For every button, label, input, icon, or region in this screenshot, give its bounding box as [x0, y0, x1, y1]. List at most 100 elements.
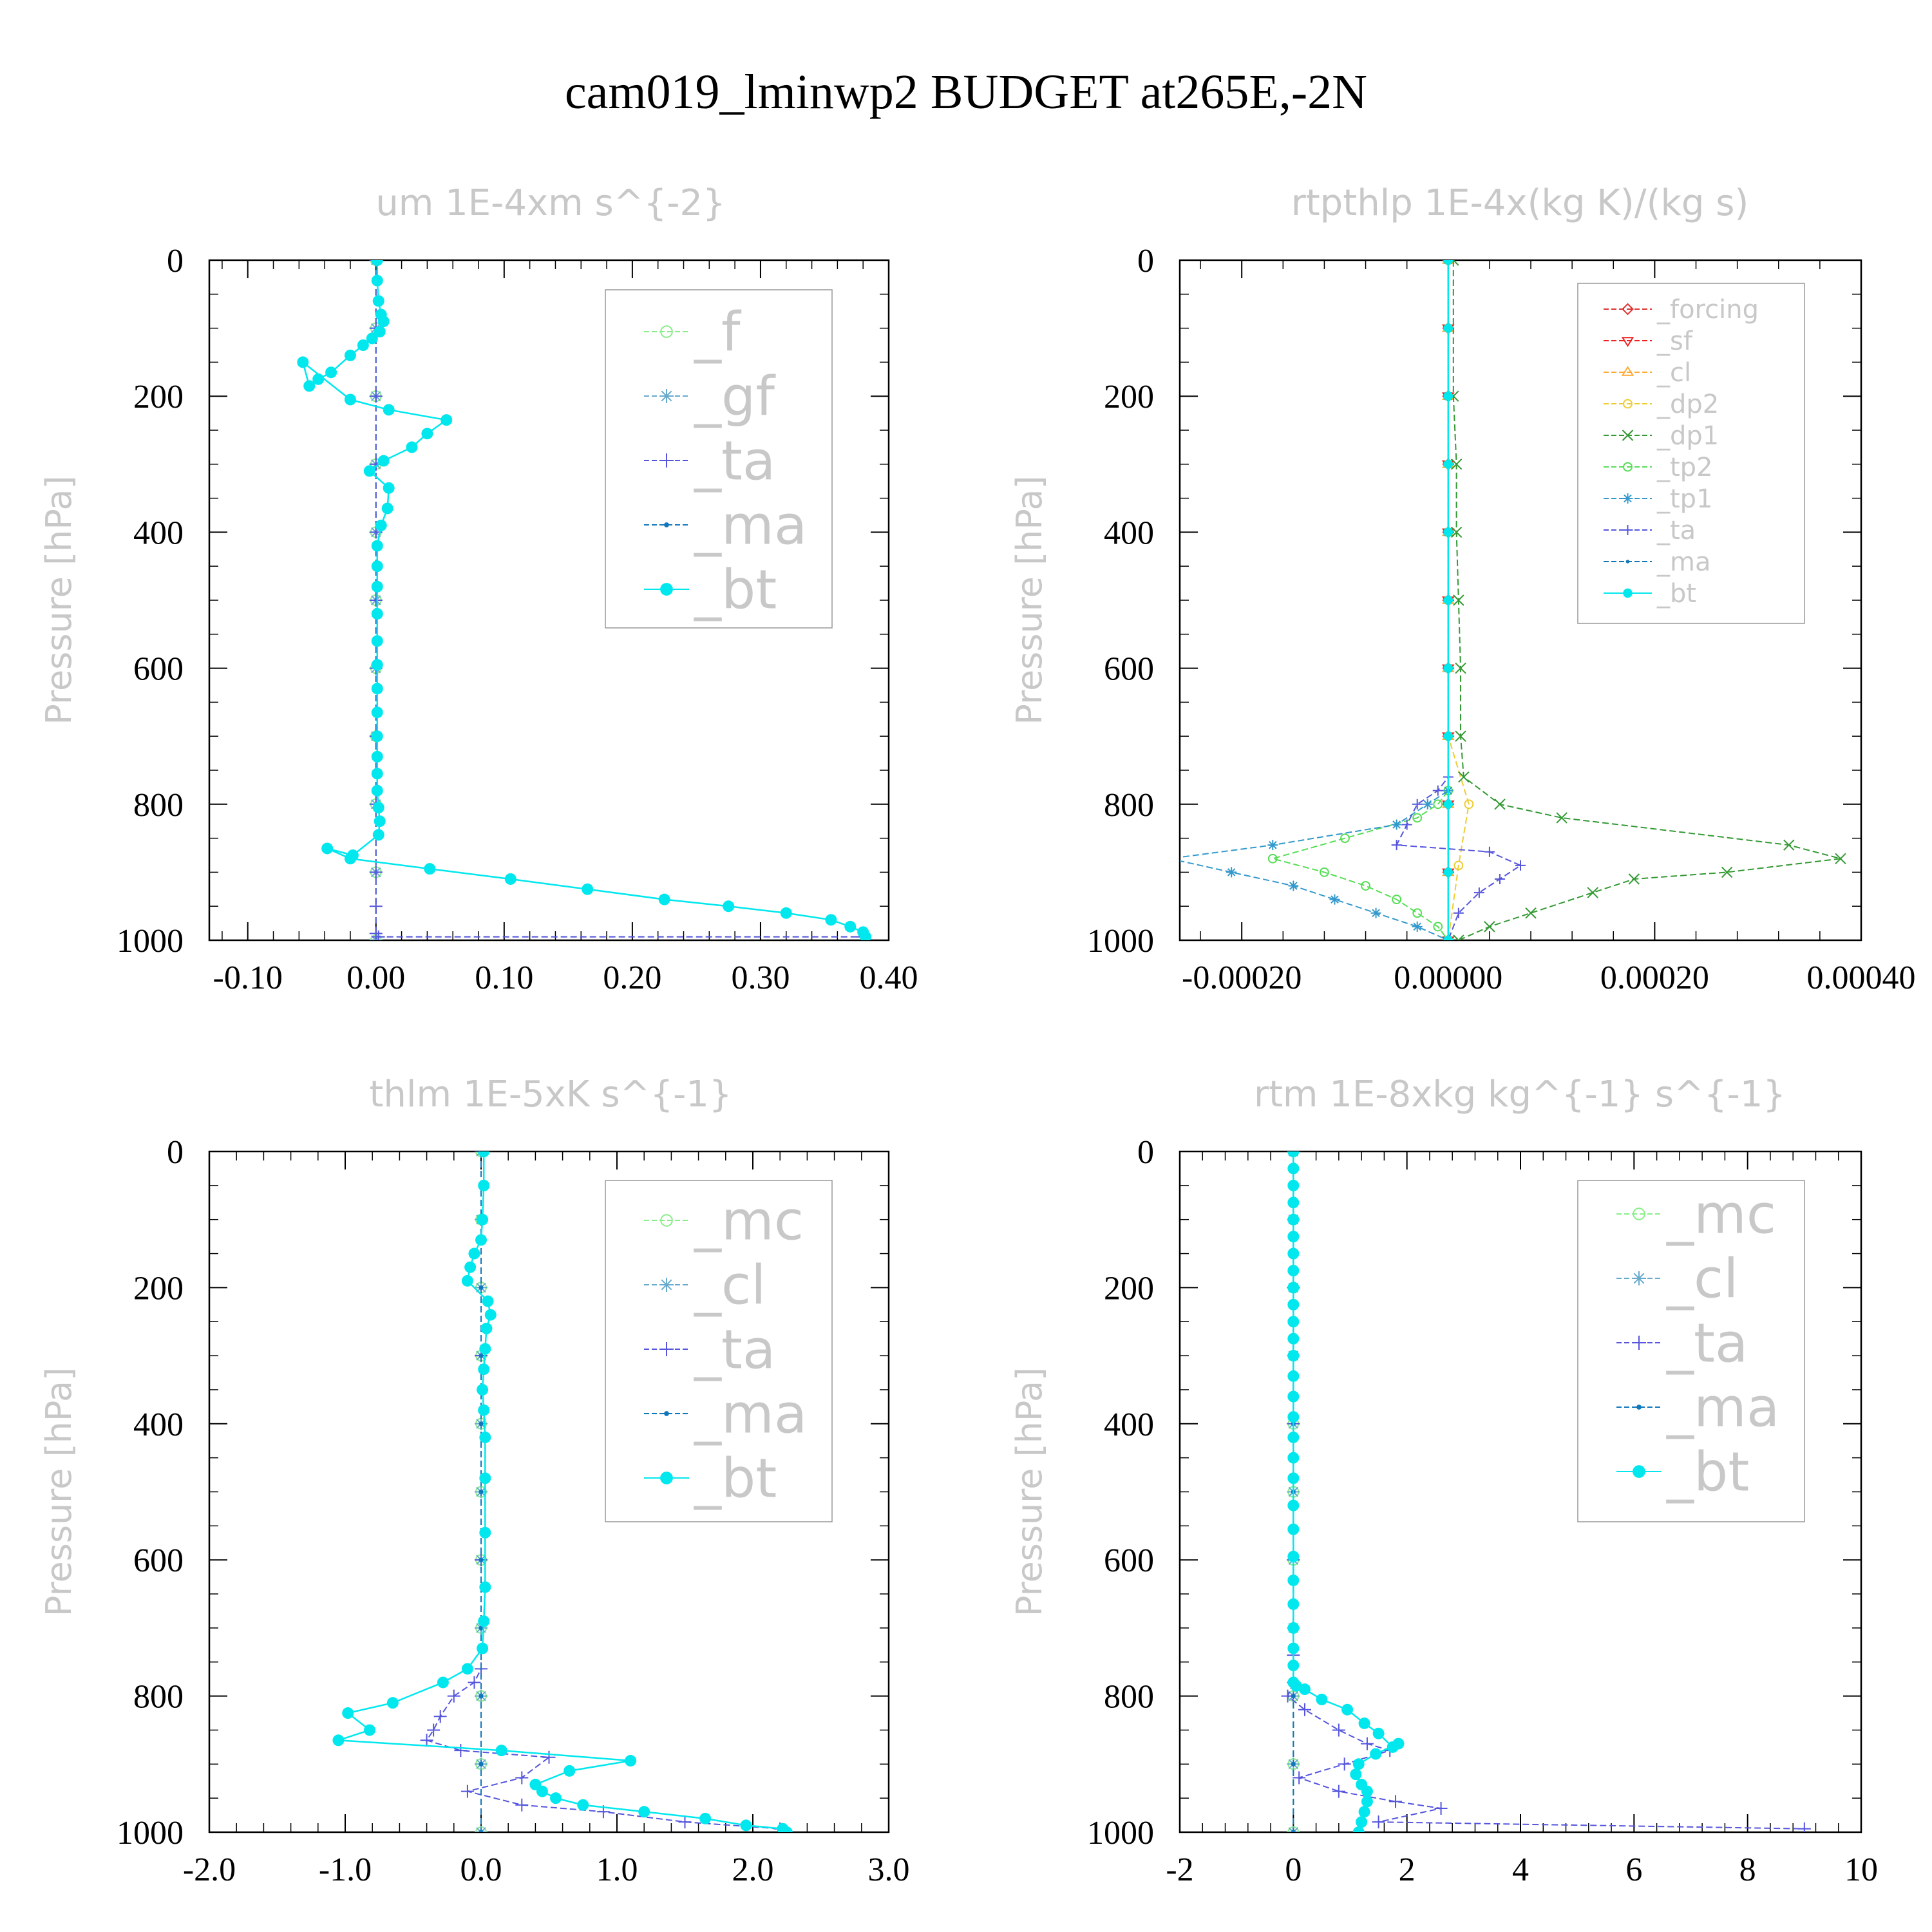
series-point-ma	[478, 1285, 484, 1290]
series-point-bt	[1370, 1748, 1382, 1760]
series-point-bt	[479, 1472, 491, 1484]
series-point-bt	[464, 1261, 477, 1273]
series-point-bt	[424, 863, 436, 875]
y-tick-label: 0	[1137, 243, 1154, 279]
series-point-dp1	[1783, 839, 1795, 851]
series-point-bt	[332, 1734, 345, 1747]
series-point-ta	[420, 1734, 433, 1747]
y-tick-label: 400	[1104, 515, 1154, 551]
legend: _mc_cl_ta_ma_bt	[605, 1180, 833, 1522]
series-point-ta	[369, 594, 383, 607]
series-point-bt	[377, 316, 390, 328]
series-point-bt	[371, 730, 383, 743]
panel-title: rtpthlp 1E-4x(kg K)/(kg s)	[1291, 182, 1749, 224]
series-point-bt	[377, 455, 390, 467]
series-point-bt	[440, 414, 453, 426]
series-point-bt	[371, 659, 383, 671]
series-point-bt	[1287, 1298, 1300, 1311]
series-point-bt	[1287, 1264, 1300, 1276]
series-point-ma	[478, 1830, 484, 1832]
legend: _mc_cl_ta_ma_bt	[1577, 1180, 1805, 1522]
y-tick-label: 0	[167, 243, 184, 279]
series-point-ta	[1293, 1771, 1306, 1785]
legend-marker-tp1	[1622, 493, 1633, 504]
legend-label-dp1: _dp1	[1656, 421, 1719, 451]
series-point-bt	[475, 1234, 487, 1246]
series-point-ta	[542, 1750, 556, 1764]
legend-marker-ma	[1625, 560, 1630, 564]
series-point-bt	[1287, 1282, 1300, 1294]
series-point-bt	[1287, 1499, 1300, 1511]
legend-label-bt: _bt	[694, 558, 777, 621]
series-point-ta	[427, 1723, 440, 1737]
panel-title: um 1E-4xm s^{-2}	[375, 182, 725, 224]
legend-label-cl: _cl	[1666, 1247, 1739, 1310]
series-point-bt	[484, 1309, 497, 1321]
series-point-ma	[478, 1421, 484, 1426]
legend-label-ma: _ma	[1666, 1376, 1779, 1439]
x-tick-label: 3.0	[868, 1852, 910, 1888]
legend-label-ma: _ma	[694, 1382, 807, 1445]
y-tick-label: 200	[1104, 379, 1154, 415]
legend-marker-sf	[1621, 337, 1634, 347]
series-point-ta	[369, 866, 383, 879]
series-group	[332, 1151, 793, 1832]
legend-label-ma: _ma	[1656, 547, 1710, 577]
series-point-bt	[1287, 1197, 1300, 1209]
series-point-bt	[363, 1724, 375, 1736]
series-point-bt	[536, 1785, 548, 1797]
series-point-ta	[1434, 1802, 1448, 1815]
series-point-bt	[371, 540, 383, 552]
legend: _f_gf_ta_ma_bt	[605, 289, 833, 629]
series-point-bt	[312, 373, 325, 385]
x-tick-label: 0.00040	[1807, 960, 1916, 996]
series-point-dp1	[1455, 730, 1466, 742]
series-point-ta	[468, 1676, 481, 1689]
legend-marker-bt	[660, 583, 673, 596]
series-point-bt	[740, 1819, 752, 1832]
series-point-bt	[1443, 527, 1453, 537]
series-point-ma	[478, 1490, 484, 1494]
series-point-tp2	[1320, 867, 1329, 877]
series-point-ta	[460, 1785, 474, 1798]
legend-label-tp1: _tp1	[1656, 484, 1713, 514]
series-point-ma	[478, 1761, 484, 1766]
x-tick-label: 1.0	[596, 1852, 638, 1888]
series-point-bt	[1443, 867, 1453, 877]
series-point-ta	[447, 1689, 460, 1703]
y-tick-label: 600	[1104, 651, 1154, 688]
y-tick-label: 0	[167, 1134, 184, 1171]
series-point-bt	[478, 1151, 490, 1157]
series-point-bt	[406, 441, 418, 453]
series-point-ta	[1360, 1737, 1374, 1750]
series-point-bt	[577, 1799, 589, 1811]
series-point-bt	[371, 750, 383, 762]
series-point-ta	[1298, 1703, 1311, 1716]
series-point-ta	[1332, 1785, 1345, 1798]
series-point-bt	[658, 893, 670, 905]
legend-box	[1577, 1180, 1805, 1522]
legend-label-bt: _bt	[694, 1446, 777, 1510]
y-tick-label: 1000	[1087, 1815, 1154, 1852]
series-point-ma	[478, 1694, 484, 1699]
series-point-bt	[1392, 1738, 1405, 1750]
series-point-bt	[478, 1404, 490, 1416]
legend-box	[605, 1180, 833, 1522]
series-point-bt	[479, 1343, 491, 1355]
series-point-bt	[1287, 1642, 1300, 1654]
series-point-bt	[477, 1213, 489, 1226]
y-tick-label: 1000	[117, 1815, 184, 1852]
panel-2: rtpthlp 1E-4x(kg K)/(kg s) Pressure [hPa]…	[1009, 182, 1916, 996]
series-point-ta	[515, 1798, 529, 1812]
legend: _forcing_sf_cl_dp2_dp1_tp2_tp1_ta_ma_bt	[1577, 283, 1805, 624]
y-tick-label: 800	[1104, 1679, 1154, 1716]
series-point-tp2	[1412, 813, 1423, 823]
series-point-bt	[1287, 1523, 1300, 1535]
y-tick-label: 400	[133, 1406, 184, 1443]
series-point-bt	[1352, 1758, 1365, 1770]
series-point-bt	[371, 768, 383, 780]
panel-4: rtm 1E-8xkg kg^{-1} s^{-1} Pressure [hPa]…	[1009, 1074, 1878, 1888]
series-point-dp1	[1494, 799, 1506, 810]
series-point-dp1	[1455, 662, 1466, 674]
series-point-tp1	[1422, 799, 1433, 810]
